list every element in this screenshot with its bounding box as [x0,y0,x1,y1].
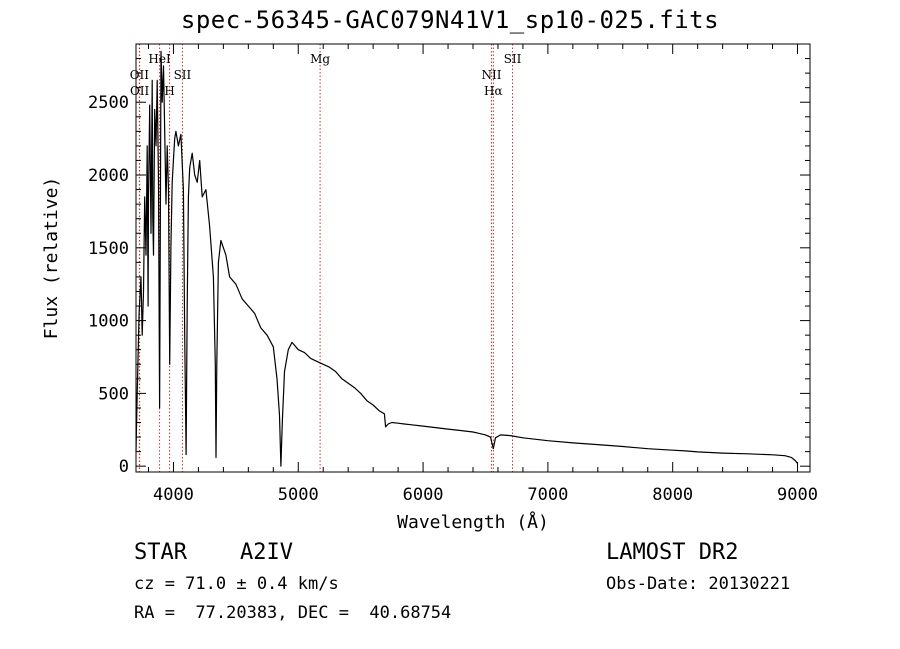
y-tick-label: 1500 [88,239,129,259]
y-tick-label: 0 [119,457,129,477]
plot-frame [135,43,811,473]
coordinates: RA = 77.20383, DEC = 40.68754 [134,603,452,623]
line-marker-label: NII [481,68,501,82]
y-axis-label: Flux (relative) [41,177,62,340]
x-tick-label: 8000 [652,485,693,505]
line-marker-label: SII [174,68,192,82]
y-tick-label: 500 [98,384,129,404]
object-subclass: A2IV [240,540,293,565]
line-marker-label: Hα [484,84,503,98]
x-tick-label: 7000 [527,485,568,505]
y-tick-label: 2500 [88,93,129,113]
y-tick-label: 1000 [88,312,129,332]
observation-date: Obs-Date: 20130221 [606,574,791,594]
x-tick-label: 6000 [403,485,444,505]
x-tick-label: 5000 [278,485,319,505]
survey-name: LAMOST DR2 [606,540,739,565]
line-marker-label: Mg [310,52,330,66]
y-tick-label: 2000 [88,166,129,186]
object-class: STAR [134,540,187,565]
chart-title: spec-56345-GAC079N41V1_sp10-025.fits [180,6,720,34]
spectrum-line [135,50,798,467]
x-axis-label: Wavelength (Å) [397,511,549,533]
line-marker-label: H [164,84,174,98]
line-marker-label: OII [130,68,150,82]
x-tick-label: 4000 [153,485,194,505]
line-marker-label: HeI [148,52,171,66]
line-marker-label: SII [504,52,522,66]
redshift-velocity: cz = 71.0 ± 0.4 km/s [134,574,339,594]
x-tick-label: 9000 [777,485,818,505]
line-marker-label: OII [130,84,150,98]
